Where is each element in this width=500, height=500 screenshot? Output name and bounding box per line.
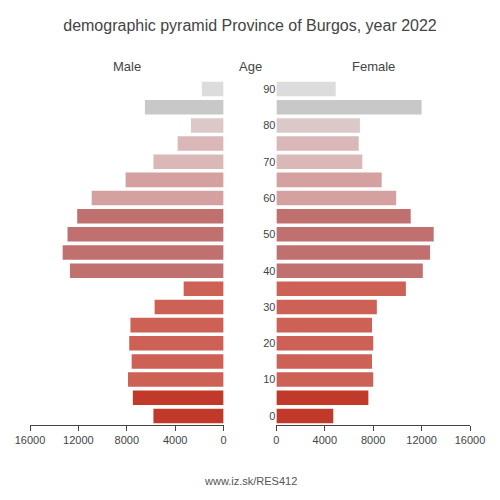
svg-text:80: 80 [263, 119, 275, 131]
svg-text:16000: 16000 [455, 434, 486, 446]
svg-text:12000: 12000 [406, 434, 437, 446]
svg-text:Male: Male [113, 59, 141, 74]
svg-text:50: 50 [263, 228, 275, 240]
svg-text:90: 90 [263, 83, 275, 95]
svg-text:60: 60 [263, 192, 275, 204]
svg-text:20: 20 [263, 337, 275, 349]
svg-text:8000: 8000 [361, 434, 385, 446]
svg-text:demographic pyramid Province o: demographic pyramid Province of Burgos, … [63, 17, 437, 34]
svg-text:0: 0 [221, 434, 227, 446]
svg-text:www.iz.sk/RES412: www.iz.sk/RES412 [204, 475, 297, 487]
svg-text:70: 70 [263, 156, 275, 168]
svg-text:40: 40 [263, 265, 275, 277]
svg-text:4000: 4000 [163, 434, 187, 446]
svg-text:Female: Female [352, 59, 395, 74]
svg-text:8000: 8000 [115, 434, 139, 446]
svg-text:Age: Age [239, 59, 262, 74]
svg-text:4000: 4000 [313, 434, 337, 446]
svg-text:30: 30 [263, 301, 275, 313]
svg-text:10: 10 [263, 373, 275, 385]
svg-text:0: 0 [269, 410, 275, 422]
svg-text:16000: 16000 [15, 434, 46, 446]
svg-text:0: 0 [273, 434, 279, 446]
svg-text:12000: 12000 [63, 434, 94, 446]
